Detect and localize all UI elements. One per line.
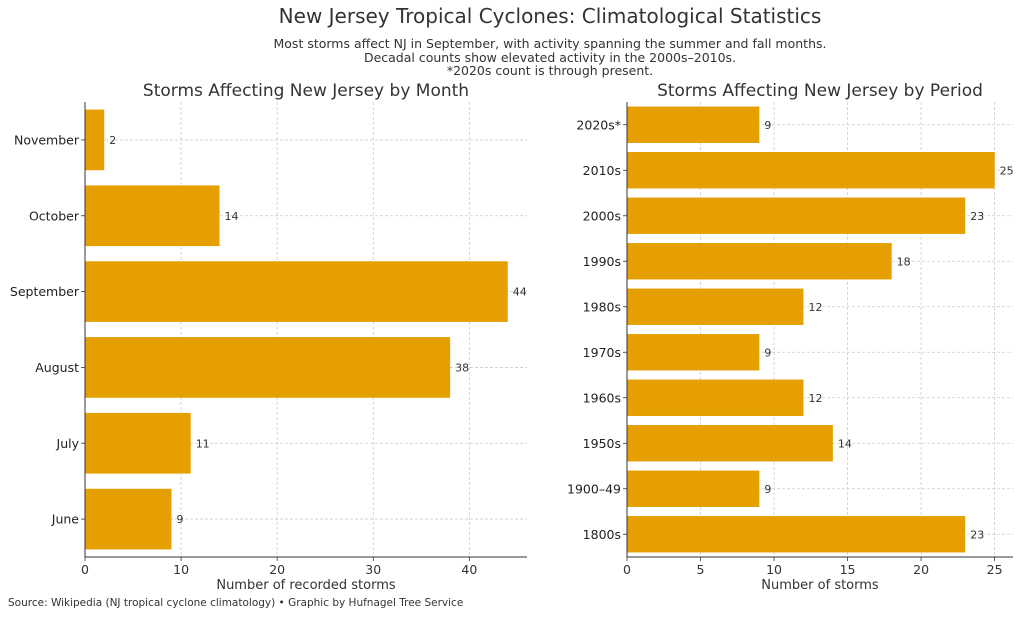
bar-value-label: 14 [838,437,852,450]
y-tick-label: 1900–49 [567,481,621,496]
bar [627,243,892,280]
bar-value-label: 9 [764,483,771,496]
y-tick-label: September [10,284,80,299]
bar [85,412,191,474]
source-note: Source: Wikipedia (NJ tropical cyclone c… [8,597,464,609]
x-tick-label: 10 [173,562,189,577]
x-tick-label: 0 [623,562,631,577]
x-axis-label: Number of storms [761,578,879,593]
y-tick-label: 1980s [583,299,621,314]
y-tick-label: 1960s [583,390,621,405]
bar [627,197,966,234]
bar-value-label: 25 [1000,164,1014,177]
bar [627,288,804,325]
bar [85,109,105,171]
x-tick-label: 25 [987,562,1003,577]
bar [627,470,760,507]
x-axis-label: Number of recorded storms [216,578,396,593]
y-tick-label: 1950s [583,436,621,451]
bar-value-label: 44 [513,286,527,299]
chart-title: Storms Affecting New Jersey by Month [143,81,469,101]
chart-title: Storms Affecting New Jersey by Period [657,81,983,101]
bar [627,379,804,416]
bar-value-label: 18 [897,255,911,268]
bar [627,516,966,553]
figure-subtitle: Most storms affect NJ in September, with… [0,37,1024,78]
bar-value-label: 23 [970,210,984,223]
bar-value-label: 12 [808,301,822,314]
figure-title: New Jersey Tropical Cyclones: Climatolog… [278,4,822,28]
x-tick-label: 40 [461,562,477,577]
x-tick-label: 10 [766,562,782,577]
bar [85,488,172,550]
bar-value-label: 23 [970,528,984,541]
y-tick-label: 2010s [583,163,621,178]
bar-value-label: 14 [225,210,239,223]
y-tick-label: 1970s [583,345,621,360]
subtitle-line: *2020s count is through present. [446,63,654,78]
x-tick-label: 15 [840,562,856,577]
x-tick-label: 20 [913,562,929,577]
subtitle-line: Most storms affect NJ in September, with… [273,36,827,51]
bar [85,337,451,398]
y-tick-label: June [51,512,80,527]
y-tick-label: 2000s [583,208,621,223]
x-tick-label: 0 [81,562,89,577]
bar-value-label: 12 [808,392,822,405]
bar-value-label: 11 [196,437,210,450]
bar [85,185,220,247]
bar-value-label: 9 [764,119,771,132]
bar [627,152,995,189]
bar [85,261,508,322]
bar [627,106,760,143]
x-tick-label: 5 [697,562,705,577]
y-tick-label: August [35,360,79,375]
x-tick-label: 20 [269,562,285,577]
y-tick-label: 1800s [583,527,621,542]
y-tick-label: July [56,436,80,451]
bar-value-label: 9 [764,346,771,359]
bar-value-label: 9 [176,513,183,526]
y-tick-label: November [14,132,80,147]
bar [627,425,833,462]
bar [627,334,760,371]
y-tick-label: 1990s [583,254,621,269]
bar-value-label: 2 [109,134,116,147]
y-tick-label: October [29,208,80,223]
y-tick-label: 2020s* [576,117,621,132]
subtitle-line: Decadal counts show elevated activity in… [363,49,737,65]
bar-value-label: 38 [455,361,469,374]
x-tick-label: 30 [365,562,381,577]
